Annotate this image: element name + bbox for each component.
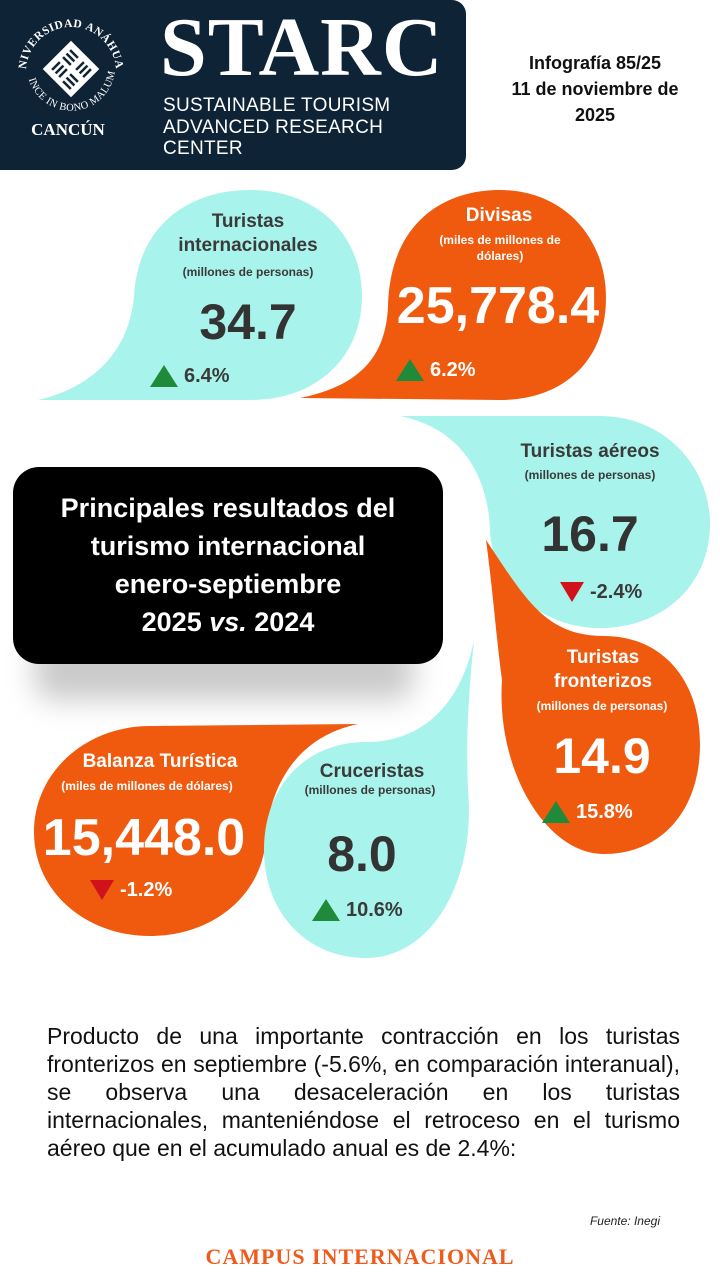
brand-subtitle-line1: SUSTAINABLE TOURISM — [163, 95, 391, 116]
metric-turistas-fronterizos: Turistas fronterizos (millones de persona… — [486, 540, 706, 858]
metric-unit: (miles de millones de dólares) — [439, 233, 561, 263]
metric-unit: (millones de personas) — [524, 468, 656, 482]
metric-change: 6.4% — [150, 364, 230, 388]
metric-turistas-aereos: Turistas aéreos (millones de personas) 1… — [400, 414, 714, 632]
title-line1: Principales resultados del — [60, 493, 396, 523]
bubble-shape — [38, 190, 362, 400]
metric-value: 34.7 — [199, 294, 297, 350]
metric-unit: (miles de millones de dólares) — [61, 779, 233, 793]
issue-info: Infografía 85/25 11 de noviembre de 2025 — [480, 50, 710, 128]
bubble-shape — [34, 724, 358, 936]
metric-unit: (millones de personas) — [536, 699, 668, 713]
metric-change: 10.6% — [312, 898, 403, 922]
metric-value: 25,778.4 — [396, 277, 600, 335]
main-title-box: Principales resultados del turismo inter… — [13, 467, 443, 664]
bubble-shape — [400, 416, 710, 628]
issue-date-line1: 11 de noviembre de — [511, 79, 679, 99]
metric-change: -2.4% — [560, 580, 642, 604]
up-arrow-icon — [312, 899, 340, 921]
title-line2: turismo internacional — [90, 531, 366, 561]
source-note: Fuente: Inegi — [589, 1214, 660, 1228]
issue-date-line2: 2025 — [574, 105, 616, 125]
bubble-shape — [264, 640, 474, 958]
metric-change: -1.2% — [90, 878, 172, 902]
title-line3: enero-septiembre — [114, 569, 342, 599]
metric-title: Divisas — [465, 205, 533, 226]
metric-change: 15.8% — [542, 800, 633, 824]
metric-title: Cruceristas — [319, 761, 425, 782]
bubble-shape — [300, 190, 606, 400]
metric-turistas-internacionales: Turistas internacionales (millones de per… — [38, 186, 368, 402]
issue-number: Infografía 85/25 — [528, 53, 662, 73]
summary-paragraph: Producto de una importante contracción e… — [47, 1023, 680, 1161]
metric-balanza-turistica: Balanza Turística (miles de millones de … — [30, 722, 360, 940]
metric-value: 15,448.0 — [42, 809, 246, 867]
up-arrow-icon — [150, 365, 178, 387]
university-seal-icon: UNIVERSIDAD ANÁHUAC VINCE IN BONO MALUM — [8, 6, 124, 114]
metric-unit: (millones de personas) — [182, 265, 314, 279]
down-arrow-icon — [90, 880, 114, 900]
footer-campus: CAMPUS INTERNACIONAL — [205, 1244, 515, 1269]
metric-cruceristas: Cruceristas (millones de personas) 8.0 1… — [262, 640, 478, 962]
metric-title: Balanza Turística — [82, 751, 238, 772]
down-arrow-icon — [560, 582, 584, 602]
up-arrow-icon — [542, 801, 570, 823]
metric-title: Turistas fronterizos — [553, 647, 653, 692]
metric-unit: (millones de personas) — [304, 783, 436, 797]
metric-value: 16.7 — [541, 506, 639, 562]
metric-divisas: Divisas (miles de millones de dólares) 25… — [300, 186, 610, 402]
up-arrow-icon — [396, 359, 424, 381]
campus-city: CANCÚN — [31, 120, 105, 139]
metric-value: 14.9 — [553, 728, 651, 784]
metric-value: 8.0 — [327, 826, 397, 882]
metric-change: 6.2% — [396, 358, 476, 382]
bubble-shape — [486, 540, 700, 854]
metric-title: Turistas internacionales — [178, 211, 318, 256]
metric-title: Turistas aéreos — [520, 441, 660, 462]
title-line4: 2025 vs. 2024 — [141, 607, 315, 637]
brand-subtitle-line2: ADVANCED RESEARCH CENTER — [163, 117, 384, 159]
brand-title: STARC — [160, 1, 444, 94]
header-banner: UNIVERSIDAD ANÁHUAC VINCE IN BONO MALUM … — [0, 0, 466, 170]
